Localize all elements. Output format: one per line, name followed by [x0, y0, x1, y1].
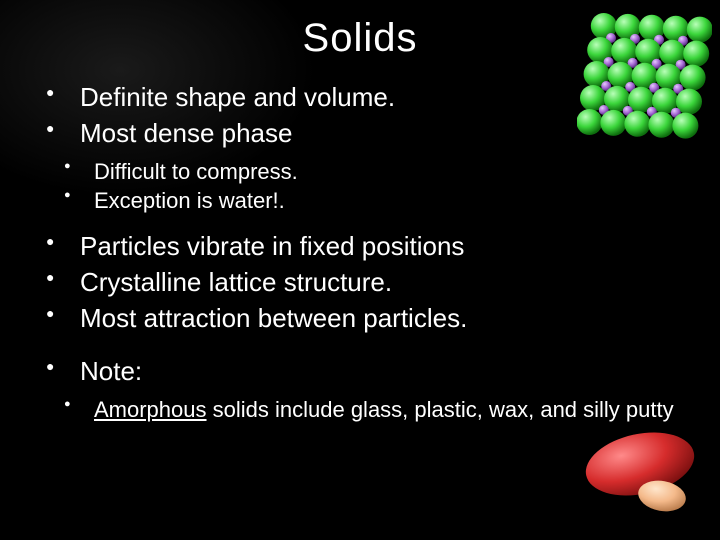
bullet-list-1-sub: Difficult to compress. Exception is wate…	[40, 157, 680, 216]
list-item: Difficult to compress.	[60, 157, 680, 187]
bullet-list-note-sub: Amorphous solids include glass, plastic,…	[40, 395, 680, 425]
list-item: Exception is water!.	[60, 186, 680, 216]
list-item: Crystalline lattice structure.	[40, 266, 680, 300]
list-item: Note:	[40, 355, 680, 389]
silly-putty-icon	[580, 422, 710, 522]
list-item: Most attraction between particles.	[40, 302, 680, 336]
bullet-list-note: Note:	[40, 355, 680, 389]
list-item: Particles vibrate in fixed positions	[40, 230, 680, 264]
spacer	[40, 337, 680, 355]
bullet-list-2: Particles vibrate in fixed positions Cry…	[40, 230, 680, 335]
note-rest: solids include glass, plastic, wax, and …	[207, 397, 674, 422]
slide: Solids Definite shape and volume. Most d…	[0, 0, 720, 540]
underlined-term: Amorphous	[94, 397, 207, 422]
list-item: Amorphous solids include glass, plastic,…	[60, 395, 680, 425]
crystal-lattice-icon	[577, 8, 712, 148]
